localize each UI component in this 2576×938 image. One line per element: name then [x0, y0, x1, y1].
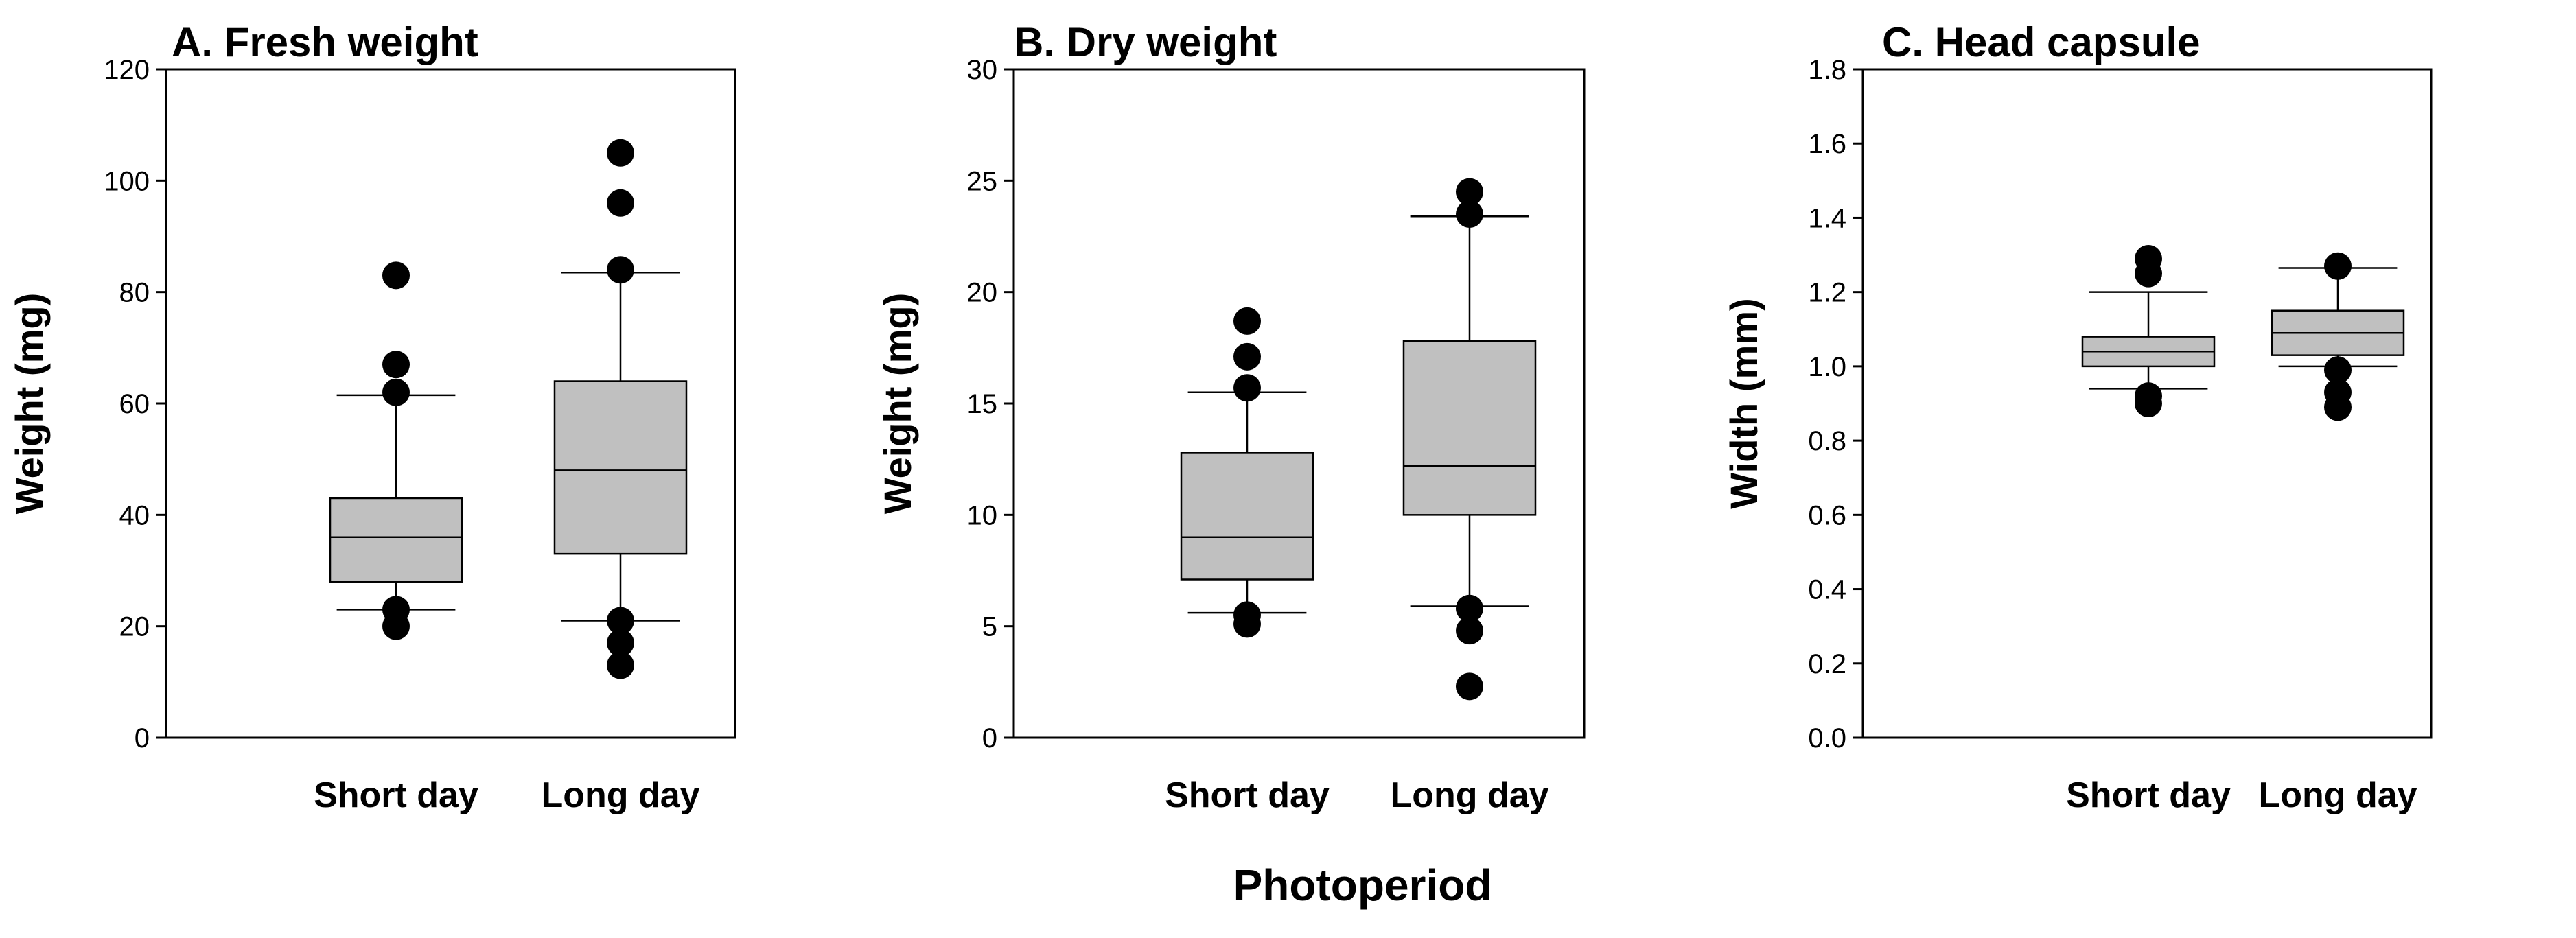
panel-b-series-1-outlier-0	[1456, 672, 1483, 701]
panel-b-y-tick-label-1: 5	[982, 612, 997, 642]
panel-a: A. Fresh weight Weight (mg) 0 20 40 60 80 100 12…	[8, 19, 736, 815]
panel-a-y-axis-label: Weight (mg)	[8, 293, 51, 514]
panel-c-category-label-0: Short day	[2066, 775, 2231, 815]
panel-a-series-1-outlier-5	[607, 139, 634, 167]
panel-a-y-tick-label-1: 20	[119, 612, 150, 642]
panel-a-title: A. Fresh weight	[172, 19, 478, 65]
panel-b-category-label-1: Long day	[1390, 775, 1548, 815]
shared-x-axis-label: Photoperiod	[1233, 860, 1492, 910]
panel-b-y-tick-label-5: 25	[967, 166, 998, 196]
panel-a-y-tick-label-6: 120	[104, 55, 150, 85]
panel-c-y-axis-label: Width (mm)	[1722, 298, 1765, 508]
panel-a-series-0-outlier-4	[382, 261, 410, 290]
panel-a-y-tick-label-4: 80	[119, 278, 150, 308]
panel-c-y-tick-label-5: 1.0	[1808, 352, 1846, 382]
panel-a-series-1-outlier-2	[607, 607, 634, 635]
panel-b-series-0-box	[1180, 452, 1314, 581]
panel-a-series-0-outlier-2	[382, 378, 410, 406]
panel-b-series-0-outlier-4	[1233, 307, 1261, 335]
panel-b-y-tick-label-3: 15	[967, 389, 998, 419]
panel-b: B. Dry weight Weight (mg) 0 5 10 15 20 25 30 Shor…	[876, 19, 1586, 815]
panel-a-series-1-outlier-3	[607, 256, 634, 284]
panel-c-title: C. Head capsule	[1882, 19, 2201, 65]
panel-b-series-1-outlier-2	[1456, 594, 1483, 622]
panel-a-category-label-0: Short day	[314, 775, 478, 815]
panel-c-y-tick-label-2: 0.4	[1808, 575, 1846, 605]
panel-b-y-tick-label-4: 20	[967, 278, 998, 308]
panel-c-y-tick-label-8: 1.6	[1808, 129, 1846, 159]
panel-c-y-tick-label-0: 0.0	[1808, 723, 1846, 753]
panel-a-y-tick-label-0: 0	[135, 723, 150, 753]
panel-b-series-1-outlier-1	[1456, 617, 1483, 645]
panel-b-title: B. Dry weight	[1014, 19, 1277, 65]
panel-a-series-1-box	[553, 380, 688, 555]
panel-b-series-1-outlier-3	[1456, 200, 1483, 228]
panel-c-y-tick-label-3: 0.6	[1808, 500, 1846, 530]
panel-c-category-label-1: Long day	[2258, 775, 2417, 815]
panel-a-category-label-1: Long day	[541, 775, 699, 815]
panel-c-series-1-outlier-3	[2324, 252, 2352, 280]
panel-b-series-0-outlier-1	[1233, 601, 1261, 629]
panel-b-series-1-box	[1402, 340, 1537, 516]
panel-c-series-1-outlier-2	[2324, 356, 2352, 384]
panel-a-series-1-outlier-4	[607, 189, 634, 217]
panel-c-y-tick-label-6: 1.2	[1808, 278, 1846, 308]
panel-c-y-tick-label-1: 0.2	[1808, 649, 1846, 679]
panel-c-y-tick-label-4: 0.8	[1808, 426, 1846, 456]
panel-a-series-1-outlier-0	[607, 651, 634, 679]
panel-c: C. Head capsule Width (mm) 0.0 0.2 0.4 0.6 0.8…	[1722, 19, 2433, 815]
panel-b-series-0-outlier-2	[1233, 374, 1261, 402]
panel-b-y-axis-label: Weight (mg)	[876, 293, 919, 514]
panel-c-series-0-outlier-1	[2135, 382, 2162, 410]
panel-a-series-0-box	[329, 497, 463, 583]
panel-b-y-tick-label-2: 10	[967, 500, 998, 530]
panel-a-series-1-outlier-1	[607, 629, 634, 657]
panel-a-y-tick-label-2: 40	[119, 500, 150, 530]
panel-b-category-label-0: Short day	[1165, 775, 1330, 815]
panel-c-plot-frame	[1861, 68, 2433, 739]
panel-a-y-tick-label-5: 100	[104, 166, 150, 196]
panel-b-series-0-outlier-3	[1233, 342, 1261, 371]
panel-b-series-1-outlier-4	[1456, 178, 1483, 206]
panel-c-series-1-outlier-1	[2324, 378, 2352, 406]
panel-b-y-tick-label-6: 30	[967, 55, 998, 85]
panel-b-y-tick-label-0: 0	[982, 723, 997, 753]
panel-a-series-0-outlier-1	[382, 596, 410, 624]
panel-a-series-0-outlier-3	[382, 351, 410, 379]
panel-c-y-tick-label-7: 1.4	[1808, 203, 1846, 233]
panel-a-y-tick-label-3: 60	[119, 389, 150, 419]
panel-c-series-0-outlier-3	[2135, 244, 2162, 272]
panel-c-y-tick-label-9: 1.8	[1808, 55, 1846, 85]
